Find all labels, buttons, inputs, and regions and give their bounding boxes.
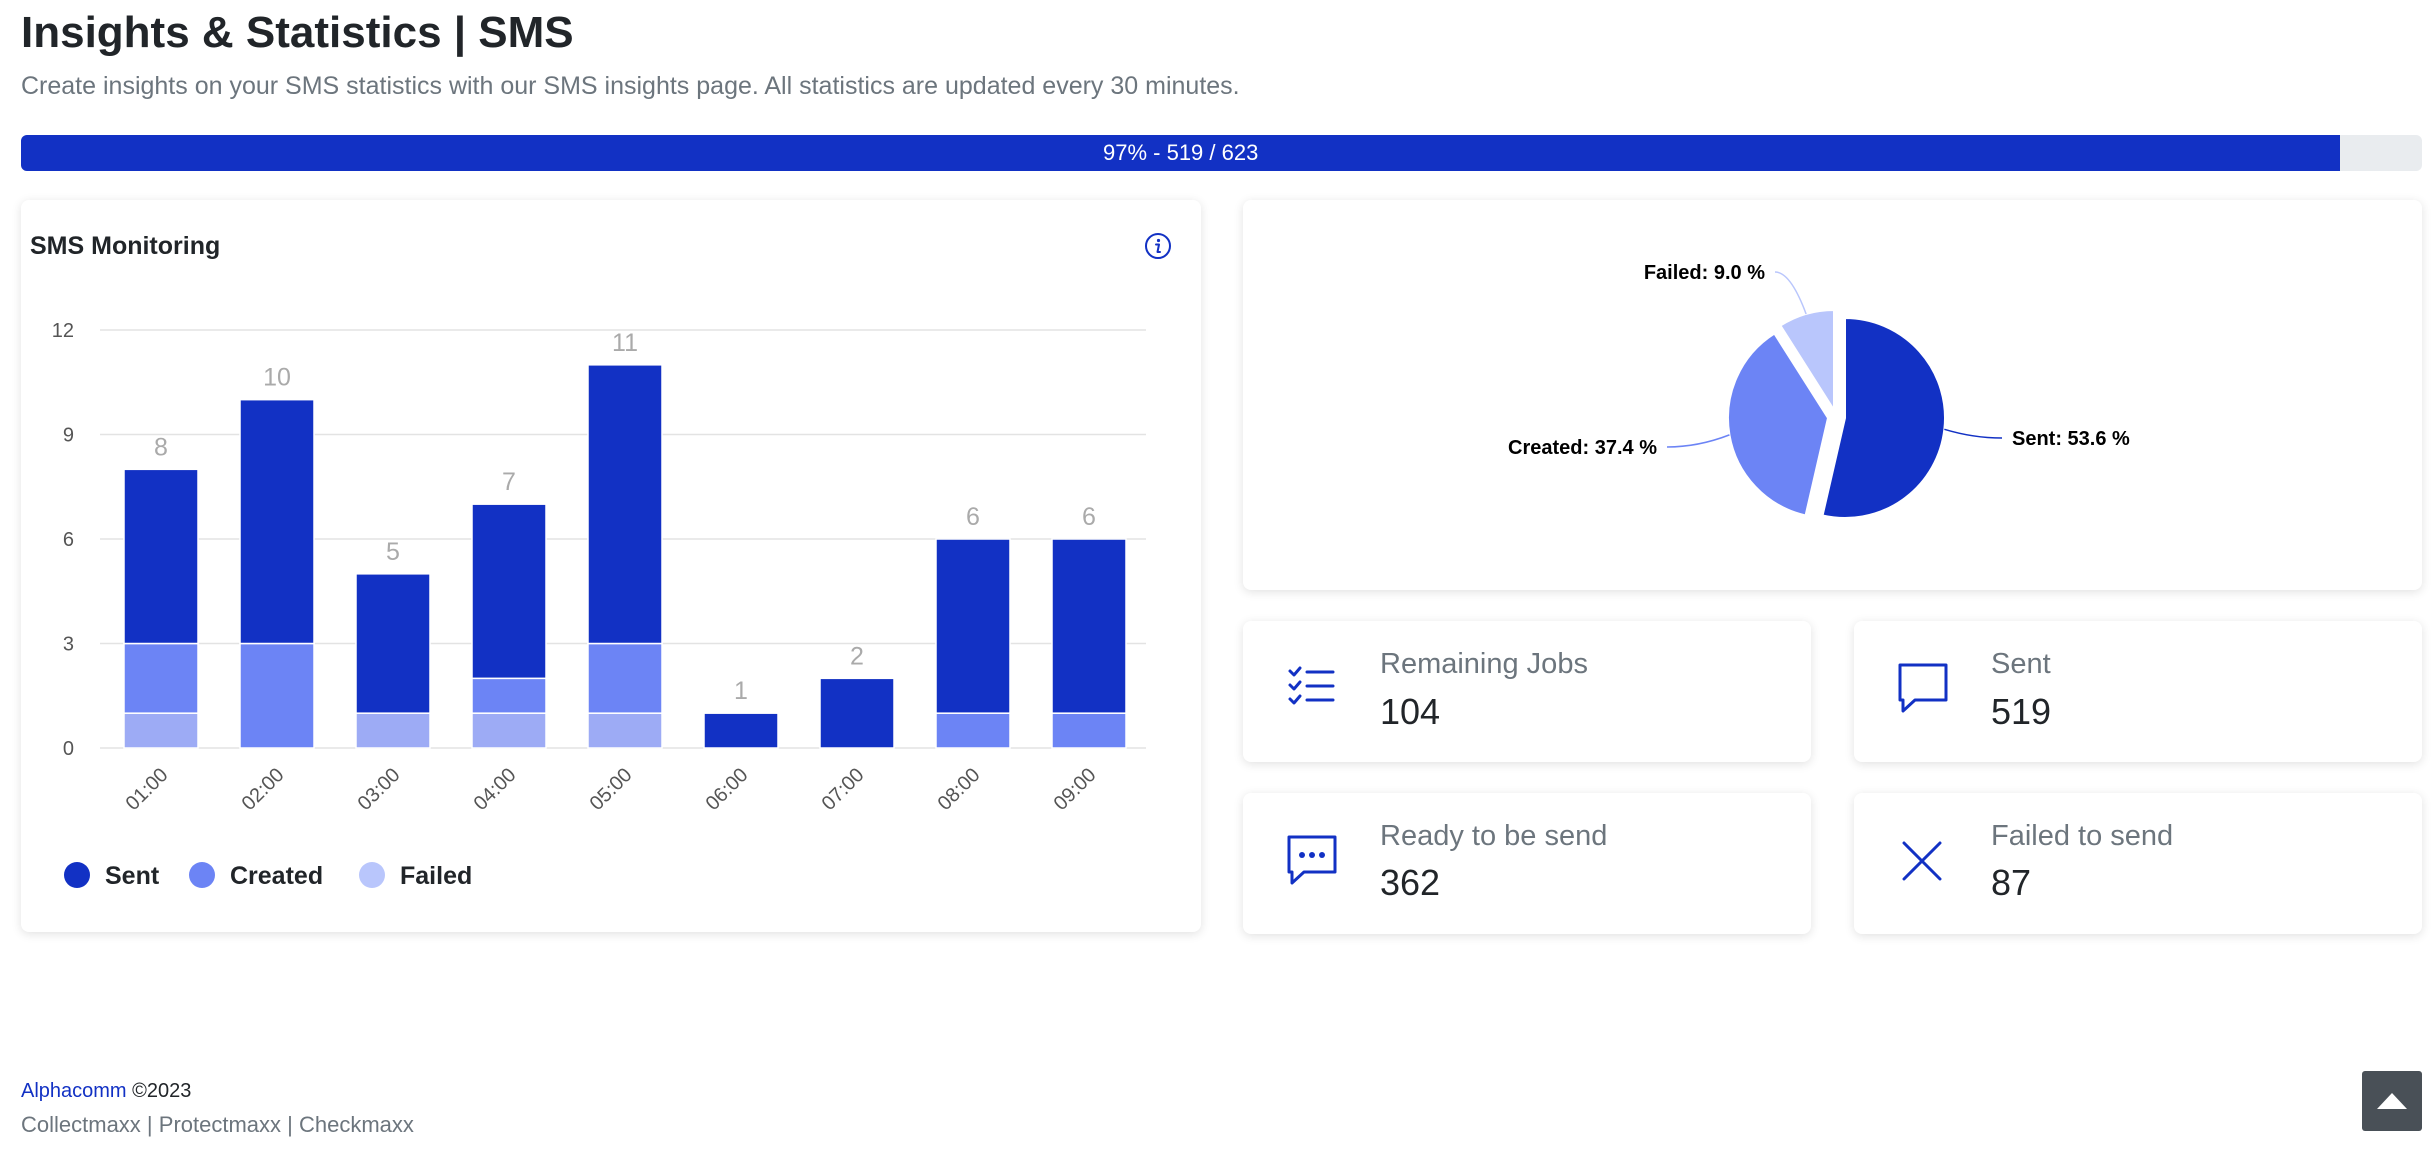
bar-total-label: 8 xyxy=(154,433,168,461)
bar-sent[interactable] xyxy=(703,712,779,749)
x-tick-label: 05:00 xyxy=(586,764,637,815)
y-tick-label: 9 xyxy=(63,425,74,447)
x-tick-label: 03:00 xyxy=(354,764,405,815)
bar-sent[interactable] xyxy=(587,364,663,645)
stat-value-remaining-jobs: 104 xyxy=(1380,691,1441,732)
x-icon xyxy=(1902,841,1942,881)
footer-link-collectmaxx[interactable]: Collectmaxx xyxy=(21,1112,141,1137)
x-tick-label: 06:00 xyxy=(702,764,753,815)
bar-sent[interactable] xyxy=(355,573,431,714)
page-title: Insights & Statistics | SMS xyxy=(21,8,574,57)
stat-card-failed xyxy=(1854,793,2422,934)
bar-total-label: 1 xyxy=(734,677,748,705)
chat-bubble-icon xyxy=(1898,663,1948,713)
progress-label: 97% - 519 / 623 xyxy=(1103,140,1259,165)
footer-brand-link[interactable]: Alphacomm xyxy=(21,1080,127,1102)
x-tick-label: 02:00 xyxy=(238,764,289,815)
y-tick-label: 0 xyxy=(63,738,74,760)
legend-label-sent[interactable]: Sent xyxy=(105,862,160,890)
stat-label-failed: Failed to send xyxy=(1991,820,2174,852)
info-circle-icon[interactable] xyxy=(1144,232,1172,260)
bar-sent[interactable] xyxy=(123,468,199,645)
bar-sent[interactable] xyxy=(935,538,1011,714)
stat-value-failed: 87 xyxy=(1991,862,2032,903)
bar-total-label: 2 xyxy=(850,642,864,670)
progress-bar xyxy=(21,135,2341,171)
footer-links: Collectmaxx | Protectmaxx | Checkmaxx xyxy=(21,1112,414,1138)
bar-failed[interactable] xyxy=(123,712,199,749)
bar-created[interactable] xyxy=(935,712,1011,749)
legend-label-failed[interactable]: Failed xyxy=(400,862,472,890)
page-subtitle: Create insights on your SMS statistics w… xyxy=(21,72,1240,100)
legend-marker-failed[interactable] xyxy=(359,862,385,888)
stat-value-sent: 519 xyxy=(1991,691,2052,732)
x-tick-label: 04:00 xyxy=(470,764,521,815)
chat-dots-icon xyxy=(1287,835,1337,885)
x-tick-label: 08:00 xyxy=(934,764,985,815)
stat-card-remaining-jobs xyxy=(1243,621,1811,762)
footer-copyright-year: ©2023 xyxy=(132,1080,192,1102)
scroll-to-top-button[interactable] xyxy=(2362,1071,2422,1131)
footer-link-checkmaxx[interactable]: Checkmaxx xyxy=(298,1112,414,1137)
stat-label-sent: Sent xyxy=(1991,648,2051,680)
stat-card-sent xyxy=(1854,621,2422,762)
bar-total-label: 11 xyxy=(612,329,638,357)
stat-card-ready xyxy=(1243,793,1811,934)
footer-copyright: Alphacomm ©2023 xyxy=(21,1080,191,1103)
x-tick-label: 07:00 xyxy=(818,764,869,815)
y-tick-label: 6 xyxy=(63,529,74,551)
bar-failed[interactable] xyxy=(471,712,547,749)
bar-total-label: 6 xyxy=(1082,503,1096,531)
bar-sent[interactable] xyxy=(819,677,895,749)
bar-created[interactable] xyxy=(1051,712,1127,749)
bar-created[interactable] xyxy=(471,677,547,714)
bar-total-label: 5 xyxy=(386,538,400,566)
footer-link-protectmaxx[interactable]: Protectmaxx xyxy=(158,1112,282,1137)
bar-failed[interactable] xyxy=(587,712,663,749)
y-tick-label: 12 xyxy=(52,320,74,342)
bar-sent[interactable] xyxy=(239,398,315,645)
bar-failed[interactable] xyxy=(355,712,431,749)
pie-chart-card xyxy=(1243,200,2422,590)
legend-marker-sent[interactable] xyxy=(64,862,90,888)
progress-track: 97% - 519 / 623 xyxy=(21,135,2422,171)
bar-total-label: 7 xyxy=(502,468,516,496)
bar-created[interactable] xyxy=(587,642,663,714)
legend-label-created[interactable]: Created xyxy=(230,862,323,890)
bar-created[interactable] xyxy=(123,642,199,714)
stat-label-ready: Ready to be send xyxy=(1380,820,1608,852)
legend-marker-created[interactable] xyxy=(189,862,215,888)
arrow-up-icon xyxy=(2377,1093,2407,1109)
y-tick-label: 3 xyxy=(63,634,74,656)
stat-value-ready: 362 xyxy=(1380,862,1441,903)
bar-sent[interactable] xyxy=(471,503,547,680)
bar-sent[interactable] xyxy=(1051,538,1127,714)
footer-separator: | xyxy=(281,1112,299,1137)
bar-total-label: 10 xyxy=(263,364,291,392)
stat-label-remaining-jobs: Remaining Jobs xyxy=(1380,648,1588,680)
footer-separator: | xyxy=(140,1112,159,1137)
bar-total-label: 6 xyxy=(966,503,980,531)
checklist-icon xyxy=(1288,666,1335,705)
bar-created[interactable] xyxy=(239,642,315,749)
x-tick-label: 01:00 xyxy=(122,764,173,815)
sms-monitoring-title: SMS Monitoring xyxy=(30,232,221,260)
x-tick-label: 09:00 xyxy=(1050,764,1101,815)
